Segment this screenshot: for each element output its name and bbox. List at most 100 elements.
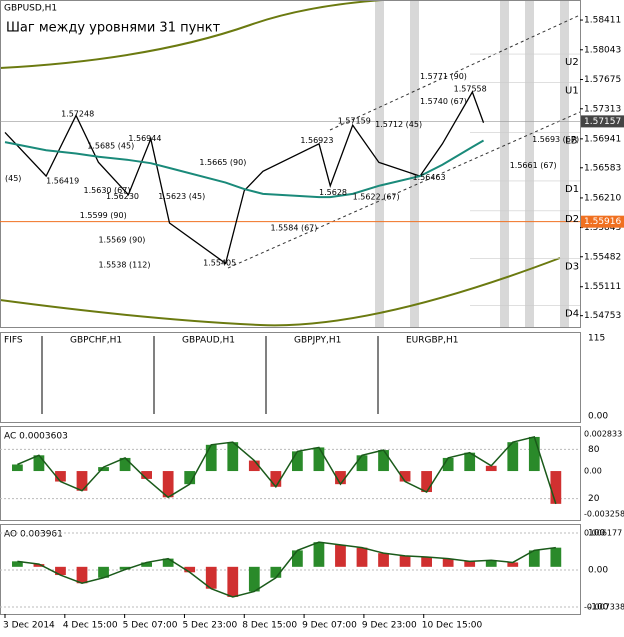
- osc-bar: [464, 561, 476, 567]
- price-annotation: 1.56419: [46, 177, 79, 186]
- y-tick-label: 1.58411: [584, 16, 621, 26]
- fifs-label: FIFS: [4, 336, 23, 346]
- price-annotation: 1.5661 (67): [510, 161, 557, 170]
- osc-tick-label: 0.002833: [584, 429, 622, 438]
- osc-bar: [248, 566, 260, 592]
- osc-bar: [464, 452, 476, 472]
- osc-bar: [141, 562, 152, 567]
- y-tick-label: 1.56583: [584, 163, 621, 173]
- osc-bar: [528, 436, 540, 472]
- osc-bar: [162, 558, 174, 567]
- bid-label: 1.57157: [584, 117, 621, 127]
- osc-bar: [98, 467, 109, 472]
- osc-bar: [205, 444, 217, 472]
- osc-bar: [528, 550, 540, 567]
- osc-bar: [313, 542, 325, 567]
- price-annotation: (45): [5, 174, 21, 183]
- osc-line: [17, 541, 556, 598]
- osc-bar: [184, 471, 196, 485]
- marker-label: 1.55916: [584, 217, 621, 227]
- chart-title: Шаг между уровнями 31 пункт: [6, 21, 221, 36]
- trend-lines: [227, 14, 581, 269]
- osc-bar: [292, 550, 303, 567]
- pair-label: GBPJPY,H1: [294, 336, 341, 346]
- price-annotation: 1.5622 (67): [353, 193, 400, 202]
- y-tick-label: 1.56210: [584, 193, 621, 203]
- price-line: [4, 139, 485, 199]
- osc-bar: [421, 556, 432, 567]
- osc-bar: [98, 566, 109, 578]
- x-tick-label: 4 Dec 15:00: [63, 621, 118, 631]
- price-annotation: 1.5623 (45): [158, 192, 205, 201]
- price-annotation: 1.5665 (90): [199, 158, 246, 167]
- session-bands: [375, 0, 569, 327]
- osc-bar: [421, 471, 432, 493]
- osc-tick-label-2: 20: [588, 494, 600, 504]
- marker-box: [581, 215, 624, 228]
- osc-tick-label: -0.003258: [584, 509, 624, 518]
- osc-bar: [55, 471, 66, 482]
- y-tick-label: 1.55843: [584, 223, 621, 233]
- level-label: D4: [565, 308, 579, 319]
- osc-bar: [399, 555, 411, 567]
- symbol: GBPUSD,H1: [4, 4, 57, 14]
- price-annotation: 1.57248: [61, 110, 94, 119]
- x-tick-label: 5 Dec 07:00: [123, 621, 178, 631]
- osc-bar: [205, 566, 217, 589]
- price-line: [4, 90, 485, 265]
- osc-bar: [76, 471, 88, 491]
- level-label: U2: [565, 57, 579, 68]
- ao-label: AO 0.003961: [4, 530, 63, 540]
- fifs-tick-label: 0.00: [588, 412, 608, 422]
- osc-tick-label-2: -100: [588, 603, 609, 613]
- osc-tick-label: 0.006177: [584, 529, 622, 538]
- envelopes: [0, 0, 561, 327]
- osc-tick-label-2: 0.00: [588, 566, 608, 576]
- osc-bar: [227, 442, 239, 472]
- osc-bar: [485, 560, 497, 567]
- x-tick-label: 8 Dec 15:00: [242, 621, 297, 631]
- level-label: D1: [565, 184, 579, 195]
- osc-bar: [141, 471, 152, 479]
- osc-bar: [248, 460, 260, 472]
- price-annotation: 1.5628: [319, 188, 347, 197]
- osc-bar: [335, 544, 346, 567]
- y-tick-label: 1.54753: [584, 311, 621, 321]
- price-annotation: 1.5693 (67): [532, 135, 579, 144]
- price-annotation: 1.57558: [454, 84, 487, 93]
- price-annotation: 1.5569 (90): [98, 235, 145, 244]
- osc-bar: [507, 442, 519, 472]
- y-tick-label: 1.55111: [584, 282, 621, 292]
- x-tick-label: 3 Dec 2014: [3, 621, 55, 631]
- price-annotation: 1.5740 (67): [420, 97, 467, 106]
- y-tick-label: 1.58043: [584, 45, 621, 55]
- price-annotation: 1.55405: [203, 258, 236, 267]
- price-annotation: 1.57159: [338, 117, 371, 126]
- osc-tick-label: -0.007338: [584, 603, 624, 612]
- pair-label: GBPCHF,H1: [70, 336, 122, 346]
- osc-bar: [119, 566, 131, 570]
- y-tick-label: 1.57675: [584, 75, 621, 85]
- osc-bar: [119, 457, 131, 472]
- ac-label: AC 0.0003603: [4, 432, 68, 442]
- x-tick-label: 9 Dec 07:00: [302, 621, 357, 631]
- osc-bar: [399, 471, 411, 482]
- level-label: D2: [565, 214, 579, 225]
- osc-bar: [507, 562, 519, 567]
- main-frame: [0, 0, 581, 328]
- x-tick-label: 9 Dec 23:00: [362, 621, 417, 631]
- osc-bar: [184, 566, 196, 573]
- ac-frame: [0, 426, 581, 521]
- level-label: LB: [565, 135, 578, 146]
- price-annotation: 1.5771 (90): [420, 72, 467, 81]
- osc-bar: [270, 566, 282, 578]
- osc-bar: [292, 451, 303, 472]
- price-annotation: 1.5584 (67): [270, 223, 317, 232]
- x-tick-label: 10 Dec 15:00: [422, 621, 483, 631]
- fifs-tick-label: 115: [588, 334, 605, 344]
- osc-line: [17, 436, 557, 505]
- osc-bar: [12, 561, 23, 567]
- osc-tick-label: 0.00: [584, 467, 602, 476]
